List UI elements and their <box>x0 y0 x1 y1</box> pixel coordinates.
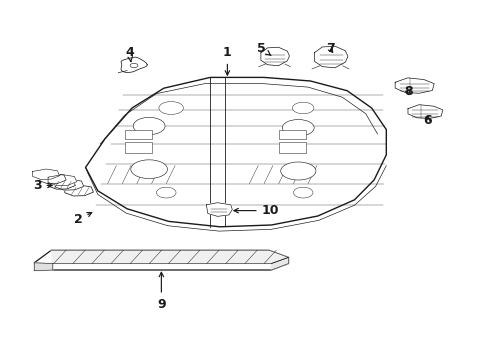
Bar <box>124 130 151 139</box>
Polygon shape <box>64 185 93 196</box>
Text: 8: 8 <box>403 85 412 98</box>
Ellipse shape <box>130 63 138 68</box>
Polygon shape <box>394 78 433 93</box>
Text: 1: 1 <box>223 46 231 75</box>
Text: 4: 4 <box>125 46 134 62</box>
Ellipse shape <box>280 162 315 180</box>
Ellipse shape <box>282 120 313 136</box>
Ellipse shape <box>133 117 164 135</box>
Polygon shape <box>121 57 147 72</box>
Polygon shape <box>34 263 53 271</box>
Polygon shape <box>48 179 75 189</box>
Text: 2: 2 <box>74 212 92 226</box>
Text: 10: 10 <box>233 204 279 217</box>
Polygon shape <box>271 257 288 270</box>
Polygon shape <box>85 77 386 227</box>
Bar <box>124 142 151 153</box>
Polygon shape <box>261 47 289 66</box>
Ellipse shape <box>159 102 183 114</box>
Polygon shape <box>407 105 442 118</box>
Bar <box>278 130 305 139</box>
Polygon shape <box>34 250 288 270</box>
Polygon shape <box>51 250 288 264</box>
Text: 5: 5 <box>257 42 270 55</box>
Polygon shape <box>48 175 77 186</box>
Ellipse shape <box>292 102 313 114</box>
Ellipse shape <box>130 160 167 179</box>
Text: 3: 3 <box>33 179 52 192</box>
Bar <box>278 142 305 153</box>
Polygon shape <box>32 169 60 179</box>
Polygon shape <box>55 179 83 190</box>
Polygon shape <box>206 203 232 216</box>
Polygon shape <box>39 173 66 184</box>
Polygon shape <box>314 46 347 68</box>
Text: 6: 6 <box>423 114 431 127</box>
Text: 9: 9 <box>157 272 165 311</box>
Ellipse shape <box>156 187 176 198</box>
Text: 7: 7 <box>325 42 334 55</box>
Ellipse shape <box>293 187 312 198</box>
